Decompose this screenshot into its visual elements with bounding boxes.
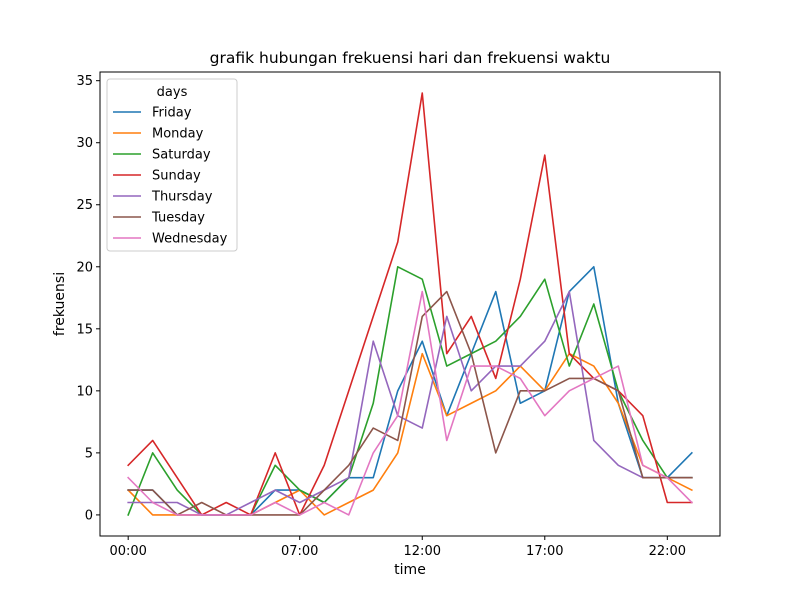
y-tick-label: 25 [76, 198, 93, 213]
y-tick-label: 15 [76, 322, 93, 337]
series-line-friday [127, 265, 693, 516]
legend-box [106, 78, 238, 252]
y-tick-label: 20 [76, 260, 93, 275]
legend-label-monday: Monday [152, 127, 204, 142]
plot-frame [99, 71, 721, 537]
y-axis-label: frekuensi [52, 272, 68, 336]
series-line-wednesday [127, 290, 693, 516]
x-axis-ticks: 00:00 07:00 12:00 17:00 22:00 [109, 536, 686, 559]
x-tick-label: 07:00 [281, 544, 318, 559]
chart-title: grafik hubungan frekuensi hari dan freku… [210, 49, 611, 67]
legend: days Friday Monday Saturday Sunday Thursday T… [106, 78, 238, 252]
y-tick-label: 5 [85, 446, 93, 461]
series-line-saturday [127, 265, 693, 516]
legend-label-friday: Friday [152, 106, 192, 121]
legend-label-thursday: Thursday [151, 190, 213, 205]
legend-items: Friday Monday Saturday Sunday Thursday Tuesda… [113, 106, 228, 247]
legend-label-tuesday: Tuesday [151, 211, 205, 226]
legend-title: days [157, 85, 188, 100]
x-tick-label: 17:00 [526, 544, 563, 559]
legend-label-wednesday: Wednesday [152, 232, 228, 247]
y-tick-label: 35 [76, 74, 93, 89]
legend-label-saturday: Saturday [152, 148, 211, 163]
series-layer [127, 92, 693, 516]
x-axis-label: time [394, 562, 426, 578]
x-tick-label: 22:00 [649, 544, 686, 559]
y-axis-ticks: 0 5 10 15 20 25 30 35 [76, 74, 100, 523]
y-tick-label: 30 [76, 136, 93, 151]
y-tick-label: 10 [76, 384, 93, 399]
y-tick-label: 0 [85, 508, 93, 523]
x-tick-label: 12:00 [404, 544, 441, 559]
legend-label-sunday: Sunday [152, 169, 201, 184]
x-tick-label: 00:00 [109, 544, 146, 559]
series-line-tuesday [127, 290, 693, 516]
